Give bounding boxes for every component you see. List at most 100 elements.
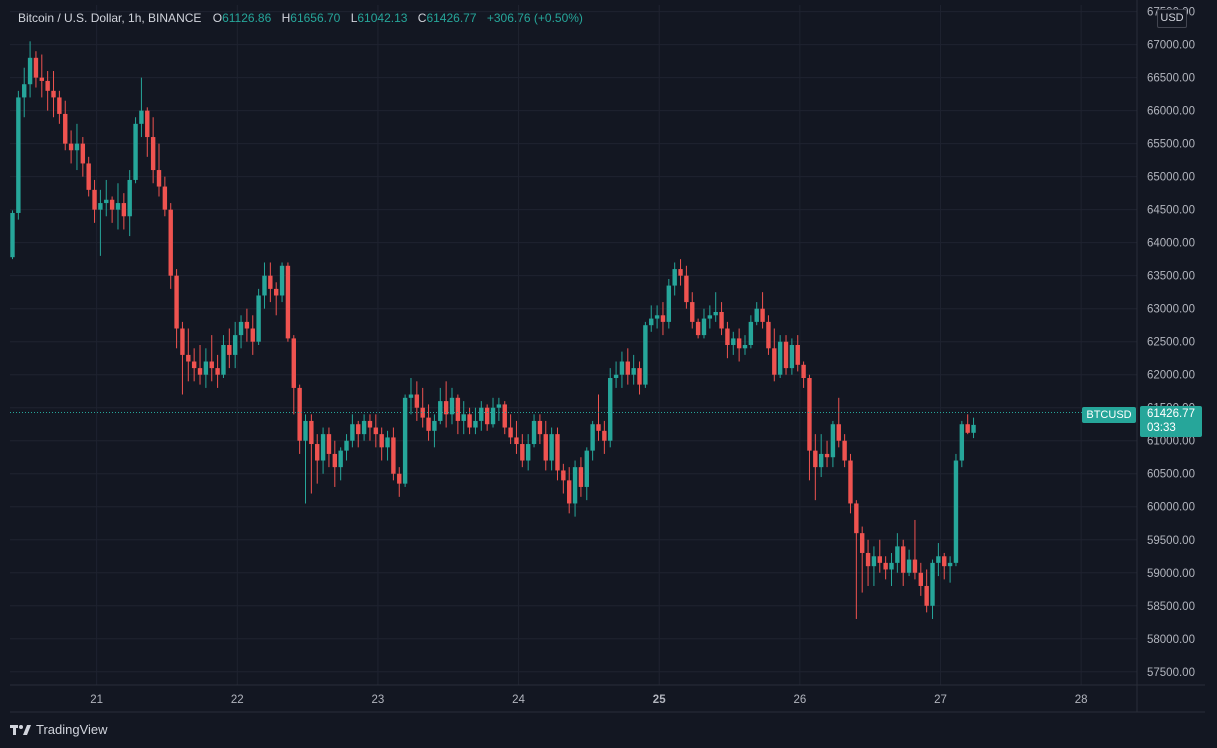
candle-body xyxy=(174,275,179,329)
candle-body xyxy=(971,424,976,433)
candle-body xyxy=(807,378,812,451)
axes: 57500.00 58000.00 58500.00 59000.00 59500.00… xyxy=(10,0,1205,713)
candle-body xyxy=(543,434,548,461)
candle-body xyxy=(965,424,970,433)
candle-body xyxy=(250,328,255,342)
candle-body xyxy=(414,394,420,408)
candle-body xyxy=(953,460,959,563)
candle-body xyxy=(889,562,894,570)
x-tick-label: 22 xyxy=(231,694,244,706)
currency-button[interactable]: USD xyxy=(1157,9,1187,28)
candles xyxy=(10,41,976,619)
last-price-value: 61426.77 xyxy=(1147,408,1195,420)
high-key: H xyxy=(281,11,291,25)
candle-body xyxy=(537,420,543,435)
x-tick-label: 21 xyxy=(90,694,103,706)
candle-body xyxy=(942,556,947,567)
close-key: C xyxy=(417,11,427,25)
open-key: O xyxy=(212,11,223,25)
candle-body xyxy=(783,341,789,369)
candle-body xyxy=(625,361,630,375)
x-tick-label: 28 xyxy=(1075,694,1088,706)
candle-body xyxy=(385,437,390,448)
candle-body xyxy=(74,143,80,151)
candle-body xyxy=(279,265,285,296)
close-value: 61426.77 xyxy=(426,11,477,25)
candle-body xyxy=(848,460,853,504)
candle-body xyxy=(203,361,209,375)
candle-body xyxy=(736,338,742,349)
candle-body xyxy=(842,440,847,461)
candle-body xyxy=(285,265,291,339)
candle-body xyxy=(561,470,566,481)
y-tick-label: 67000.00 xyxy=(1147,40,1195,52)
candle-body xyxy=(643,325,648,385)
candle-body xyxy=(912,559,918,573)
candle-body xyxy=(209,361,214,369)
candle-body xyxy=(883,562,888,570)
candle-body xyxy=(238,321,244,336)
candle-body xyxy=(906,559,912,573)
candle-body xyxy=(760,308,765,322)
candle-body xyxy=(139,110,144,124)
candle-body xyxy=(789,345,795,369)
candle-body xyxy=(16,97,21,213)
y-tick-label: 66500.00 xyxy=(1147,73,1195,85)
y-tick-label: 65000.00 xyxy=(1147,172,1195,184)
candle-body xyxy=(854,503,859,534)
y-tick-label: 64500.00 xyxy=(1147,205,1195,217)
y-tick-label: 57500.00 xyxy=(1147,667,1195,679)
candle-body xyxy=(596,424,601,431)
y-tick-label: 65500.00 xyxy=(1147,139,1195,151)
y-tick-label: 64000.00 xyxy=(1147,238,1195,250)
candle-body xyxy=(508,427,513,438)
candle-body xyxy=(871,556,877,567)
candle-body xyxy=(678,269,683,276)
candle-body xyxy=(33,57,39,78)
candle-body xyxy=(443,401,449,415)
y-tick-label: 62500.00 xyxy=(1147,337,1195,349)
candle-body xyxy=(684,275,689,303)
candle-body xyxy=(649,318,654,326)
candle-body xyxy=(830,424,836,458)
candle-body xyxy=(268,275,273,289)
candle-body xyxy=(836,424,841,441)
x-tick-label: 24 xyxy=(512,694,525,706)
candle-body xyxy=(719,311,724,329)
candle-body xyxy=(959,424,965,461)
candle-body xyxy=(754,308,759,322)
candle-body xyxy=(168,209,173,276)
candle-body xyxy=(408,394,414,398)
candle-body xyxy=(701,318,707,336)
bar-countdown: 03:33 xyxy=(1147,422,1176,434)
candle-body xyxy=(227,345,232,355)
candle-body xyxy=(666,285,672,322)
candle-body xyxy=(262,275,267,296)
candle-body xyxy=(555,434,560,471)
candle-body xyxy=(326,434,332,454)
candle-body xyxy=(930,562,935,606)
candle-body xyxy=(895,546,900,563)
low-key: L xyxy=(350,11,358,25)
candle-body xyxy=(924,585,929,606)
candle-body xyxy=(45,80,50,91)
y-tick-label: 59500.00 xyxy=(1147,535,1195,547)
candle-body xyxy=(133,123,138,180)
tradingview-brand[interactable]: TradingView xyxy=(10,722,108,737)
candle-body xyxy=(356,424,361,435)
candle-body xyxy=(567,480,572,504)
symbol-title[interactable]: Bitcoin / U.S. Dollar, 1h, BINANCE xyxy=(18,11,202,25)
candle-body xyxy=(98,203,103,210)
change-value: +306.76 (+0.50%) xyxy=(486,11,583,25)
candle-body xyxy=(801,364,806,379)
candle-body xyxy=(619,361,625,375)
candle-body xyxy=(121,203,127,217)
x-tick-label: 26 xyxy=(793,694,806,706)
candle-body xyxy=(57,97,62,114)
candle-body xyxy=(303,420,308,441)
candle-body xyxy=(180,328,185,355)
candle-body xyxy=(631,368,636,375)
candle-body xyxy=(361,420,367,435)
candle-body xyxy=(244,321,250,329)
